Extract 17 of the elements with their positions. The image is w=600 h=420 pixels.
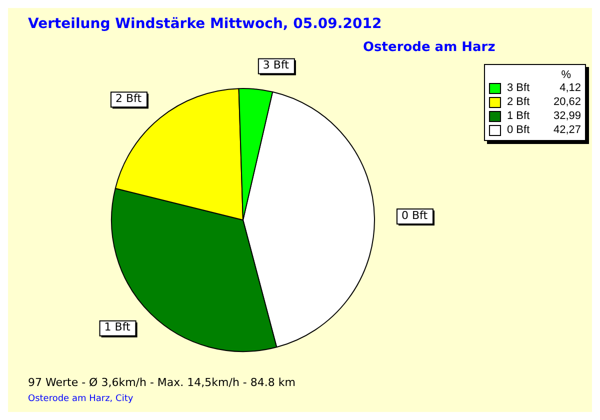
legend-title: % (560, 69, 572, 81)
slice-label: 0 Bft (401, 208, 428, 222)
legend-label: 3 Bft (507, 82, 530, 94)
text: 97 Werte - Ø 3,6km/h - Max. 14,5km/h - 84.8 km (28, 376, 296, 389)
legend-label: 1 Bft (507, 110, 530, 122)
data-label: 20,62 (553, 96, 581, 108)
text: Osterode am Harz, City (28, 394, 134, 404)
slice-label: 2 Bft (115, 92, 142, 105)
data-label: 4,12 (560, 82, 581, 94)
chart-title: Verteilung Windstärke Mittwoch, 05.09.2012 (28, 16, 382, 32)
slice-label: 1 Bft (104, 320, 131, 334)
legend-label: 2 Bft (507, 96, 530, 108)
data-label: 42,27 (553, 124, 581, 136)
legend-label: 0 Bft (507, 124, 530, 136)
slice-label: 3 Bft (262, 58, 290, 72)
chart-subtitle: Osterode am Harz (363, 40, 496, 55)
data-label: 32,99 (553, 110, 581, 122)
